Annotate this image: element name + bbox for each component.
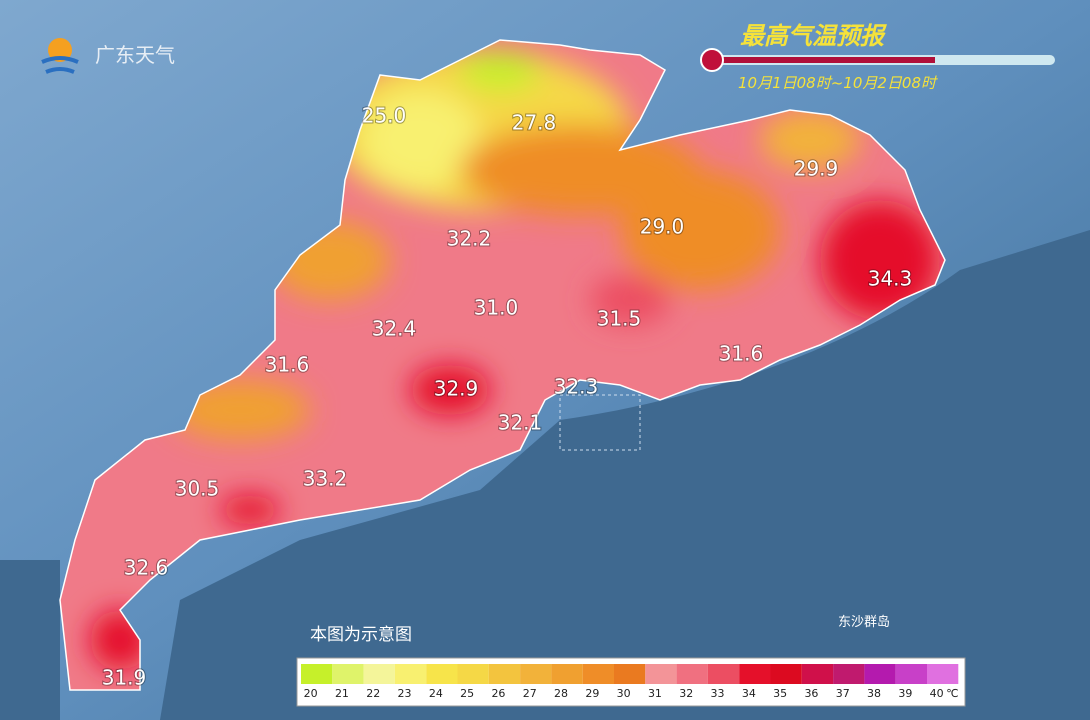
- legend-label: 34: [742, 687, 756, 700]
- temperature-label: 27.8: [512, 111, 557, 135]
- temperature-label: 32.2: [447, 227, 492, 251]
- legend-swatch: [426, 664, 458, 684]
- title: 最高气温预报: [740, 22, 887, 50]
- temperature-label: 32.9: [434, 377, 479, 401]
- island-label: 东沙群岛: [838, 614, 890, 630]
- hk-macau-box: [559, 394, 641, 451]
- subtitle: 10月1日08时~10月2日08时: [738, 74, 938, 92]
- legend-swatch: [488, 664, 521, 684]
- temperature-label: 29.9: [794, 157, 839, 181]
- temperature-label: 25.0: [362, 104, 407, 128]
- legend-swatch: [457, 664, 489, 684]
- legend-swatch: [676, 664, 708, 684]
- legend-label: 29: [585, 687, 599, 700]
- legend-swatch: [332, 664, 364, 684]
- legend-swatch: [394, 664, 427, 684]
- legend-swatch: [363, 664, 395, 684]
- temperature-label: 30.5: [175, 477, 220, 501]
- legend-swatch: [520, 664, 552, 684]
- temperature-label: 29.0: [640, 215, 685, 239]
- legend-label: 35: [773, 687, 787, 700]
- temperature-label: 32.3: [554, 375, 599, 399]
- legend-label: 40: [930, 687, 944, 700]
- legend-swatch: [770, 664, 802, 684]
- legend-swatch: [645, 664, 677, 684]
- legend-label: 32: [679, 687, 693, 700]
- temperature-label: 32.6: [124, 556, 169, 580]
- legend-label: 39: [898, 687, 912, 700]
- legend-swatch: [927, 664, 959, 684]
- legend-swatch: [614, 664, 646, 684]
- logo-icon: [48, 38, 72, 62]
- logo-text: 广东天气: [95, 43, 175, 67]
- legend-label: 26: [491, 687, 505, 700]
- legend-label: 23: [398, 687, 412, 700]
- temperature-label: 31.0: [474, 296, 519, 320]
- temperature-label: 32.4: [372, 317, 417, 341]
- legend-swatch: [801, 664, 834, 684]
- logo-waves: [41, 56, 79, 74]
- legend-swatch: [833, 664, 865, 684]
- legend-swatch: [551, 664, 583, 684]
- temperature-label: 34.3: [868, 267, 913, 291]
- legend-label: 22: [366, 687, 380, 700]
- legend-swatch: [895, 664, 927, 684]
- legend-swatch: [864, 664, 896, 684]
- legend-label: 20: [304, 687, 318, 700]
- temperature-label: 31.9: [102, 666, 147, 690]
- legend-label: 28: [554, 687, 568, 700]
- temperature-label: 33.2: [303, 467, 348, 491]
- temperature-label: 31.5: [597, 307, 642, 331]
- legend-swatch: [301, 664, 333, 684]
- legend-label: 33: [711, 687, 725, 700]
- sea: [0, 230, 1090, 720]
- legend-label: 21: [335, 687, 349, 700]
- legend-label: 36: [804, 687, 818, 700]
- temperature-label: 32.1: [498, 411, 543, 435]
- legend-swatch: [707, 664, 740, 684]
- note: 本图为示意图: [310, 625, 412, 645]
- legend-label: 25: [460, 687, 474, 700]
- legend-label: 37: [836, 687, 850, 700]
- legend-swatch: [582, 664, 614, 684]
- legend-unit: ℃: [946, 687, 958, 700]
- legend-label: 27: [523, 687, 537, 700]
- legend-swatch: [739, 664, 771, 684]
- legend-label: 24: [429, 687, 443, 700]
- temperature-label: 31.6: [265, 353, 310, 377]
- legend-label: 31: [648, 687, 662, 700]
- legend-label: 38: [867, 687, 881, 700]
- temperature-label: 31.6: [719, 342, 764, 366]
- title-ball: [700, 48, 724, 72]
- legend-label: 30: [617, 687, 631, 700]
